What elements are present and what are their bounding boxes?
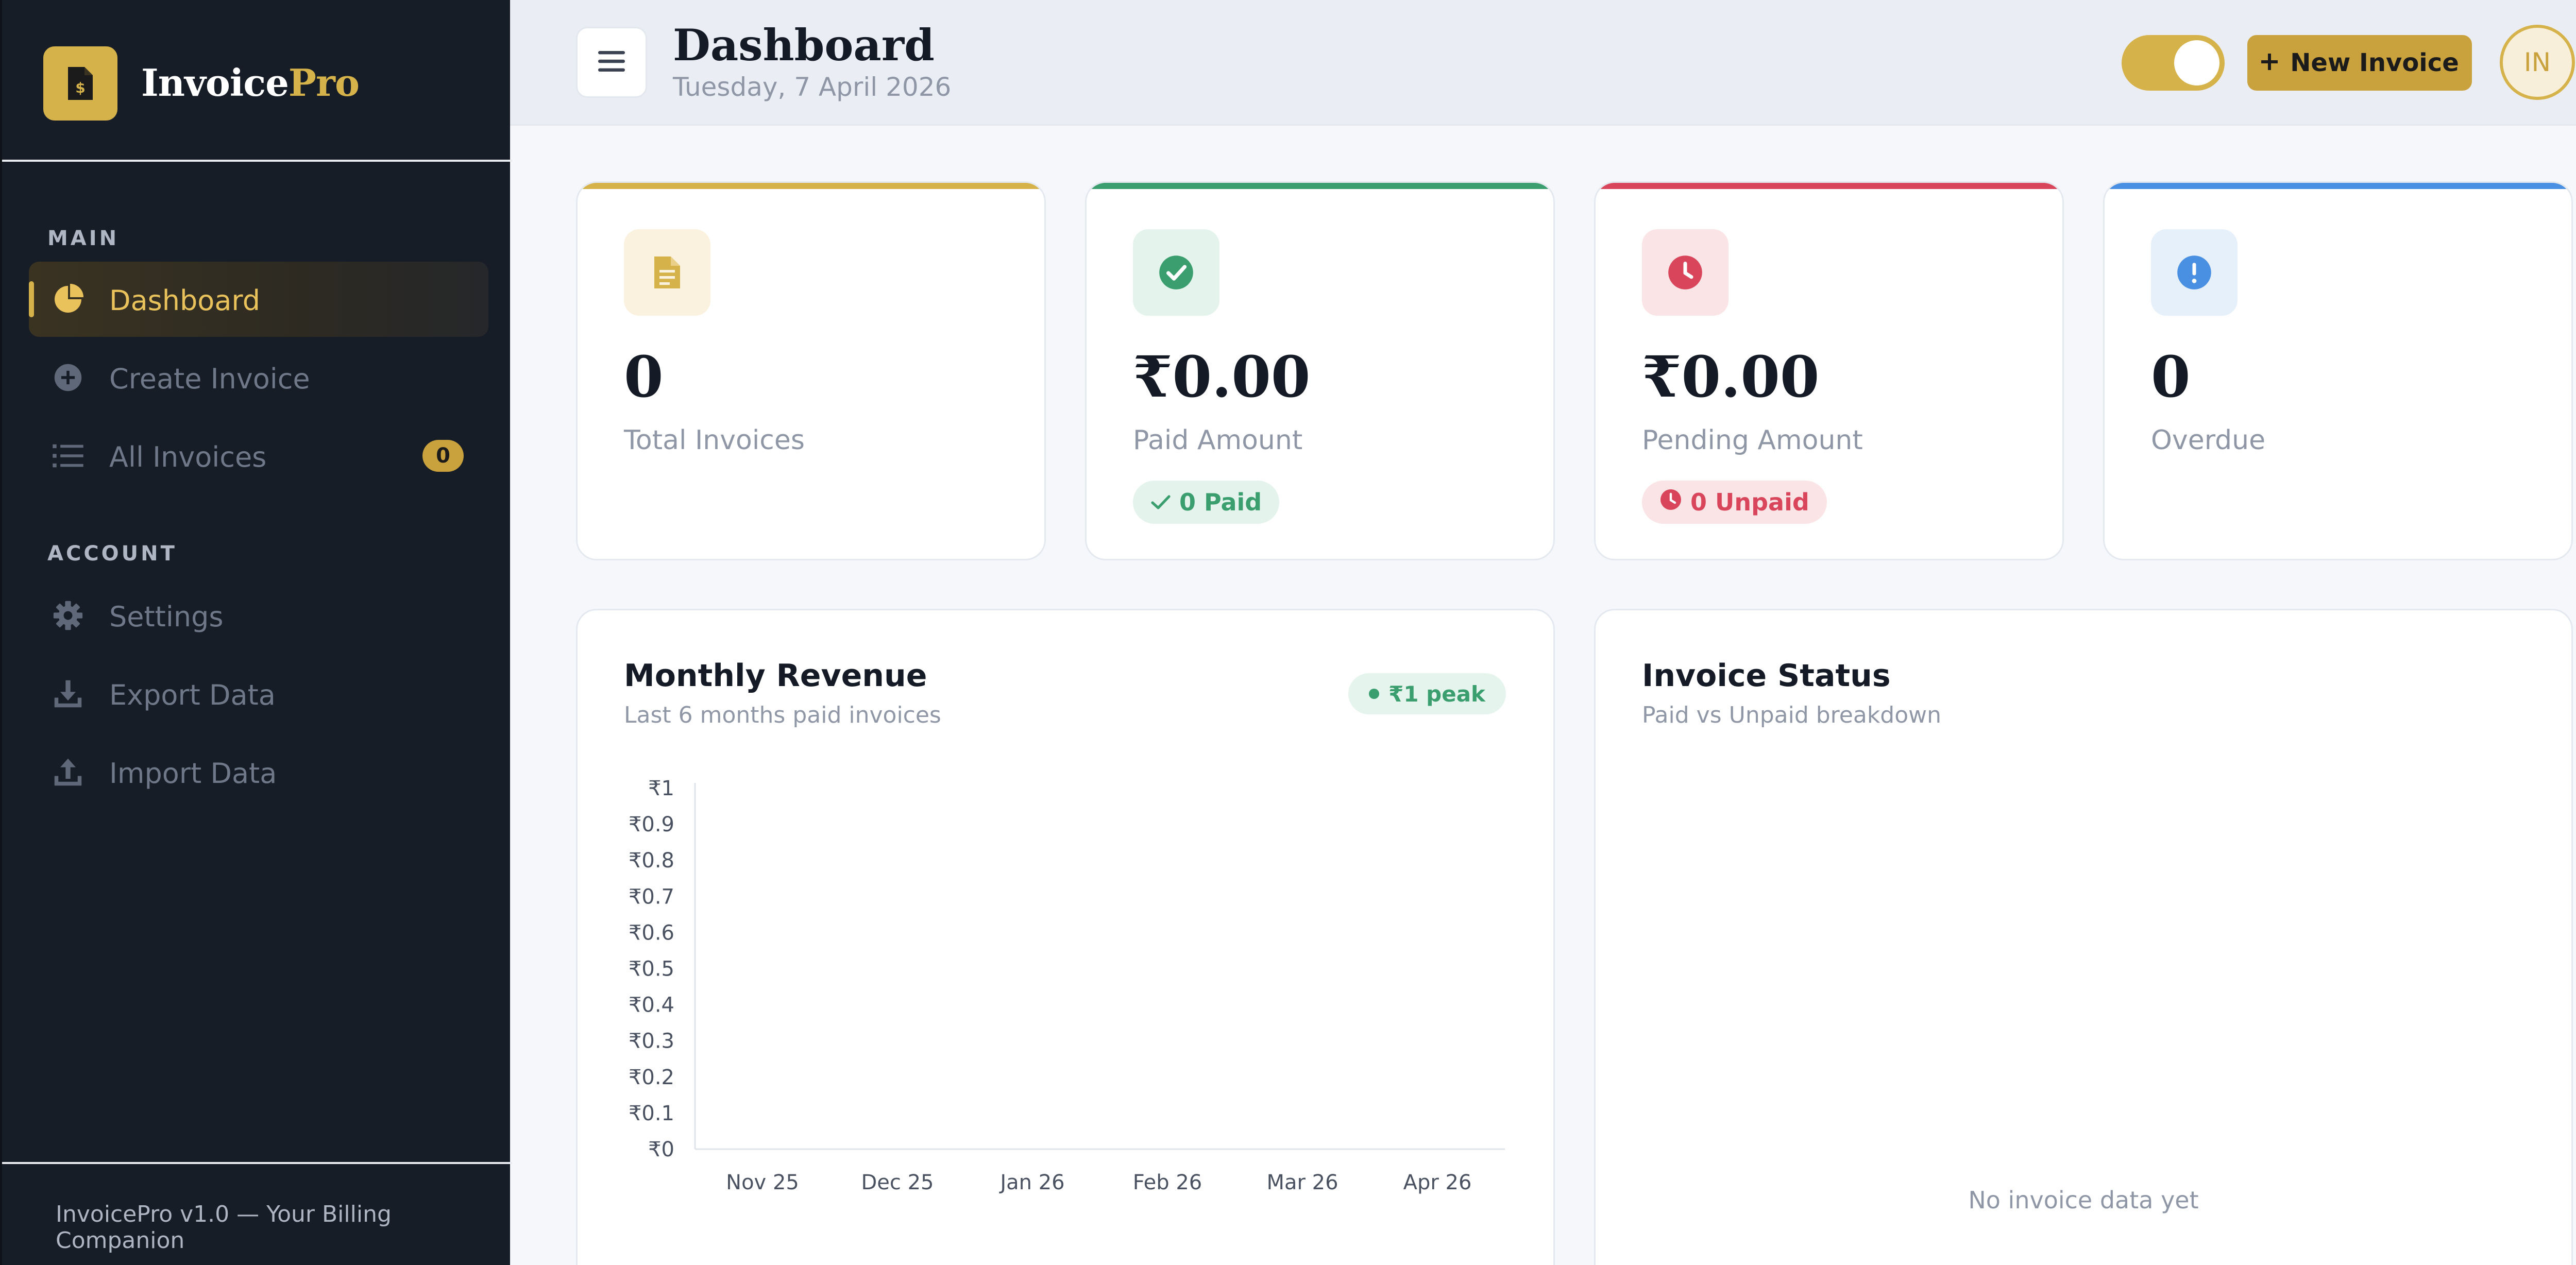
y-tick-label: ₹0.6 xyxy=(629,921,674,945)
sidebar-item-label: All Invoices xyxy=(109,441,267,473)
invoice-logo-icon: $ xyxy=(43,46,117,121)
x-tick-label: Feb 26 xyxy=(1133,1171,1202,1194)
y-tick-label: ₹1 xyxy=(648,777,674,800)
stat-value: ₹0.00 xyxy=(1133,344,1311,410)
x-tick-label: Apr 26 xyxy=(1403,1171,1472,1194)
y-tick-label: ₹0.2 xyxy=(629,1066,674,1089)
top-header: Dashboard Tuesday, 7 April 2026 New Invo… xyxy=(510,0,2576,126)
list-icon xyxy=(52,439,84,472)
version-text: InvoicePro v1.0 — Your Billing Companion xyxy=(56,1201,392,1254)
unpaid-count-pill: 0 Unpaid xyxy=(1642,481,1827,524)
clock-icon xyxy=(1659,488,1682,517)
gear-icon xyxy=(52,599,84,632)
section-label-account: ACCOUNT xyxy=(47,542,177,566)
paid-count-text: 0 Paid xyxy=(1179,488,1262,516)
stat-label: Paid Amount xyxy=(1133,425,1303,456)
download-icon xyxy=(52,677,84,710)
card-accent-bar xyxy=(1596,183,2062,189)
panel-subtitle: Last 6 months paid invoices xyxy=(624,702,941,728)
brand-name: InvoicePro xyxy=(141,61,360,105)
check-circle-icon xyxy=(1133,229,1219,316)
page-title: Dashboard xyxy=(673,20,935,71)
sidebar-item-create-invoice[interactable]: Create Invoice xyxy=(29,340,488,415)
stat-value: ₹0.00 xyxy=(1642,344,1820,410)
plus-icon xyxy=(2260,48,2279,77)
status-dot xyxy=(1369,689,1380,699)
panel-subtitle: Paid vs Unpaid breakdown xyxy=(1642,702,1942,728)
stat-card-overdue: 0 Overdue xyxy=(2103,181,2573,560)
sidebar-item-label: Create Invoice xyxy=(109,363,310,395)
sidebar-item-settings[interactable]: Settings xyxy=(29,578,488,653)
x-tick-label: Mar 26 xyxy=(1266,1171,1338,1194)
sidebar-item-label: Import Data xyxy=(109,757,277,790)
stat-label: Pending Amount xyxy=(1642,425,1863,456)
new-invoice-label: New Invoice xyxy=(2290,48,2459,77)
x-tick-label: Jan 26 xyxy=(998,1171,1064,1194)
y-tick-label: ₹0.1 xyxy=(629,1102,674,1125)
empty-state-message: No invoice data yet xyxy=(1968,1186,2199,1214)
stat-card-pending-amount: ₹0.00 Pending Amount 0 Unpaid xyxy=(1594,181,2064,560)
stat-card-paid-amount: ₹0.00 Paid Amount 0 Paid xyxy=(1085,181,1555,560)
check-icon xyxy=(1150,488,1171,516)
sidebar-item-label: Settings xyxy=(109,601,224,633)
y-tick-label: ₹0.4 xyxy=(629,994,674,1017)
theme-toggle[interactable] xyxy=(2122,35,2225,91)
invoice-status-panel: Invoice Status Paid vs Unpaid breakdown … xyxy=(1594,609,2573,1265)
stat-value: 0 xyxy=(2151,344,2191,410)
y-tick-label: ₹0.5 xyxy=(629,958,674,981)
card-accent-bar xyxy=(1087,183,1553,189)
sidebar-footer: InvoicePro v1.0 — Your Billing Companion xyxy=(2,1162,512,1265)
sidebar: $ InvoicePro MAIN Dashboard xyxy=(0,0,512,1265)
stat-value: 0 xyxy=(624,344,664,410)
y-tick-label: ₹0.3 xyxy=(629,1030,674,1053)
x-tick-label: Dec 25 xyxy=(861,1171,934,1194)
user-avatar[interactable]: IN xyxy=(2500,25,2575,100)
stat-card-total-invoices: 0 Total Invoices xyxy=(576,181,1046,560)
paid-count-pill: 0 Paid xyxy=(1133,481,1280,524)
clock-icon xyxy=(1642,229,1728,316)
sidebar-item-dashboard[interactable]: Dashboard xyxy=(29,262,488,337)
toggle-knob xyxy=(2174,40,2219,86)
y-tick-label: ₹0.7 xyxy=(629,885,674,909)
svg-text:$: $ xyxy=(75,79,85,96)
sidebar-item-label: Dashboard xyxy=(109,284,260,317)
y-tick-label: ₹0.8 xyxy=(629,849,674,873)
peak-text: ₹1 peak xyxy=(1388,681,1485,707)
brand-name-main: Invoice xyxy=(141,61,289,105)
document-icon xyxy=(624,229,710,316)
card-accent-bar xyxy=(578,183,1044,189)
sidebar-item-export-data[interactable]: Export Data xyxy=(29,656,488,731)
card-accent-bar xyxy=(2105,183,2571,189)
y-tick-label: ₹0.9 xyxy=(629,813,674,836)
peak-badge: ₹1 peak xyxy=(1348,673,1506,714)
panel-title: Invoice Status xyxy=(1642,658,1891,694)
brand: $ InvoicePro xyxy=(2,0,512,162)
x-tick-label: Nov 25 xyxy=(726,1171,799,1194)
brand-name-accent: Pro xyxy=(288,61,360,105)
pie-chart-icon xyxy=(52,283,84,316)
current-date: Tuesday, 7 April 2026 xyxy=(673,72,952,102)
new-invoice-button[interactable]: New Invoice xyxy=(2247,35,2472,91)
sidebar-item-all-invoices[interactable]: All Invoices 0 xyxy=(29,418,488,493)
sidebar-item-label: Export Data xyxy=(109,679,276,711)
y-tick-label: ₹0 xyxy=(648,1138,674,1161)
stat-label: Overdue xyxy=(2151,425,2266,456)
revenue-chart: ₹0 ₹0.1 ₹0.2 ₹0.3 ₹0.4 ₹0.5 ₹0.6 ₹0.7 ₹0.8 ₹0.9 ₹1… xyxy=(629,777,1505,1194)
unpaid-count-text: 0 Unpaid xyxy=(1690,488,1809,516)
sidebar-item-import-data[interactable]: Import Data xyxy=(29,734,488,810)
menu-toggle-button[interactable] xyxy=(576,27,647,98)
invoice-count-badge: 0 xyxy=(422,440,464,472)
hamburger-icon xyxy=(598,50,625,75)
monthly-revenue-panel: Monthly Revenue Last 6 months paid invoi… xyxy=(576,609,1555,1265)
plus-circle-icon xyxy=(52,361,84,394)
alert-icon xyxy=(2151,229,2238,316)
upload-icon xyxy=(52,756,84,789)
section-label-main: MAIN xyxy=(47,227,120,250)
panel-title: Monthly Revenue xyxy=(624,658,927,694)
stat-label: Total Invoices xyxy=(624,425,805,456)
